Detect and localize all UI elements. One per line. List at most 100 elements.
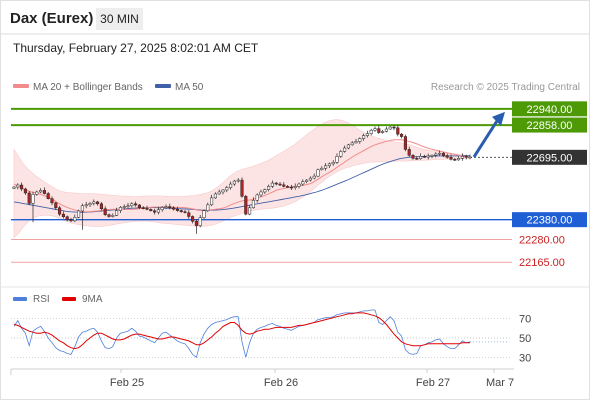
time-axis-label: Feb 27 [416, 377, 450, 389]
candle [42, 190, 46, 194]
candle [156, 209, 160, 213]
candle [270, 182, 274, 187]
candle [137, 204, 141, 209]
candle [373, 128, 377, 131]
timeframe-badge[interactable] [96, 8, 143, 30]
candle [251, 200, 255, 209]
candle [244, 196, 248, 215]
candle [130, 203, 134, 207]
candle [335, 156, 339, 163]
candle [77, 210, 81, 218]
time-axis-label: Feb 25 [110, 377, 144, 389]
candle [263, 189, 267, 193]
resistance-level-tag [512, 117, 587, 133]
candle [20, 184, 24, 190]
candle [438, 152, 442, 155]
candle [392, 126, 396, 129]
candles-layer [12, 125, 472, 234]
candle [115, 210, 119, 216]
instrument-title: Dax (Eurex) [10, 10, 93, 27]
candle [289, 186, 293, 189]
candle [92, 201, 96, 204]
ma50-legend-swatch [155, 84, 171, 88]
candle [202, 210, 206, 218]
pivot-level-label: 22380.00 [527, 215, 573, 227]
rsi-tick-label: 50 [519, 333, 531, 345]
candle [168, 206, 172, 209]
candle [426, 155, 430, 158]
candle [350, 142, 354, 146]
candle [221, 189, 225, 193]
candle [358, 138, 362, 142]
candle [453, 159, 457, 161]
candle [160, 207, 164, 211]
candle [50, 198, 54, 204]
candle [327, 163, 331, 167]
candle [23, 188, 27, 194]
candle [183, 211, 187, 213]
candle [259, 191, 263, 196]
candle [369, 129, 373, 134]
candle [255, 194, 259, 201]
candle [460, 156, 464, 159]
candle [449, 157, 453, 160]
rsi-tick-label: 30 [519, 352, 531, 364]
candle [346, 144, 350, 149]
candle [172, 207, 176, 210]
candle [248, 207, 252, 215]
candle [468, 156, 472, 159]
time-axis-label: Feb 26 [264, 377, 298, 389]
candle [206, 204, 210, 212]
candle [324, 165, 328, 169]
candle [175, 208, 179, 211]
candle [384, 128, 388, 132]
resistance-level-label: 22858.00 [527, 120, 573, 132]
moving-average-layer [13, 139, 471, 213]
pivot-level-tag [512, 212, 587, 228]
candle [365, 133, 369, 136]
candle [331, 162, 335, 165]
candle [149, 209, 153, 212]
candle [282, 184, 286, 187]
candle [84, 204, 88, 207]
candle [69, 219, 73, 222]
current-price-tag [512, 149, 587, 165]
candle [99, 203, 103, 210]
candle [316, 169, 320, 177]
candle [118, 207, 122, 211]
candle [411, 155, 415, 159]
ma20-legend-label: MA 20 + Bollinger Bands [33, 82, 143, 93]
candle [31, 194, 35, 204]
ma50-legend-label: MA 50 [175, 82, 204, 93]
rsi-ma-legend-label: 9MA [82, 294, 103, 305]
candle [422, 156, 426, 158]
candle [46, 193, 50, 199]
candle [111, 215, 115, 217]
candle [65, 216, 69, 220]
candle [141, 207, 145, 210]
candle [134, 203, 138, 206]
candle [12, 186, 16, 189]
candle [145, 207, 149, 210]
candle [126, 205, 130, 208]
candle [312, 175, 316, 179]
candle [343, 147, 347, 152]
candle [293, 186, 297, 188]
candle [297, 183, 301, 187]
candle [187, 212, 191, 217]
rsi-panel-layer: 70 50 30 [11, 309, 531, 364]
current-price-label: 22695.00 [527, 152, 573, 164]
rsi-legend-label: RSI [33, 294, 50, 305]
candle [54, 202, 58, 209]
candle [164, 206, 168, 208]
ma20-line [13, 139, 471, 213]
candle [377, 128, 381, 133]
rsi-ma-legend-swatch [62, 297, 76, 301]
candle [80, 205, 84, 212]
candle [445, 155, 449, 158]
candle [308, 177, 312, 181]
candle [434, 153, 438, 156]
forecast-arrow-head [492, 111, 505, 126]
